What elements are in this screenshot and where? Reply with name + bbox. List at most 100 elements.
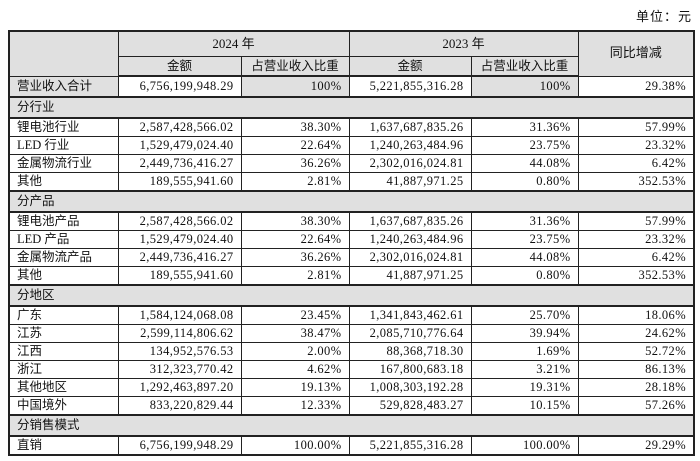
ratio-2024-cell: 22.64% [240,230,350,249]
amount-2024-cell: 189,555,941.60 [117,172,242,192]
yoy-cell: 57.26% [577,396,695,416]
unit-label: 单位：元 [635,9,692,24]
amount-2024-cell: 134,952,576.53 [117,342,242,361]
amount-2023-cell: 1,240,263,484.96 [348,136,472,155]
row-label: LED 产品 [8,230,119,249]
ratio-2023-cell: 0.80% [470,266,579,286]
amount-2024-cell: 2,449,736,416.27 [117,248,242,267]
ratio-2024-cell: 36.26% [240,248,350,267]
amount-2023-cell: 41,887,971.25 [348,266,472,286]
yoy-cell: 18.06% [577,305,695,325]
table-row: 广东 1,584,124,068.08 23.45% 1,341,843,462… [8,305,695,325]
yoy-cell: 352.53% [577,172,695,192]
revenue-breakdown-table: 2024 年 2023 年 同比增减 金额 占营业收入比重 金额 占营业收入比重… [8,30,696,456]
row-label: 直销 [8,435,119,456]
amount-2024-cell: 2,587,428,566.02 [117,117,242,137]
ratio-2023-cell: 23.75% [470,230,579,249]
ratio-2024-cell: 19.13% [240,378,350,397]
row-label: LED 行业 [8,136,119,155]
row-label: 锂电池行业 [8,117,119,137]
amount-2024-cell: 6,756,199,948.29 [117,435,242,456]
amount-2024-cell: 2,587,428,566.02 [117,211,242,231]
row-label: 锂电池产品 [8,211,119,231]
yoy-cell: 6.42% [577,154,695,173]
table-row: 锂电池行业 2,587,428,566.02 38.30% 1,637,687,… [8,117,695,137]
yoy-cell: 28.18% [577,378,695,397]
ratio-2024-cell: 2.81% [240,172,350,192]
row-label: 营业收入合计 [8,75,119,98]
ratio-2023-cell: 31.36% [470,211,579,231]
table-row: 其他地区 1,292,463,897.20 19.13% 1,008,303,1… [8,378,695,397]
amount-header-2024: 金额 [117,56,242,77]
ratio-header-2023: 占营业收入比重 [470,56,579,77]
ratio-2024-cell: 100% [240,75,350,98]
ratio-2023-cell: 10.15% [470,396,579,416]
row-label: 其他地区 [8,378,119,397]
amount-2024-cell: 6,756,199,948.29 [117,75,242,98]
table-row: 江苏 2,599,114,806.62 38.47% 2,085,710,776… [8,324,695,343]
table-row: 浙江 312,323,770.42 4.62% 167,800,683.18 3… [8,360,695,379]
ratio-2024-cell: 38.30% [240,117,350,137]
amount-2023-cell: 88,368,718.30 [348,342,472,361]
row-label: 金属物流产品 [8,248,119,267]
ratio-2024-cell: 23.45% [240,305,350,325]
year-2023-header: 2023 年 [348,30,579,57]
ratio-2024-cell: 38.47% [240,324,350,343]
amount-2023-cell: 2,302,016,024.81 [348,154,472,173]
yoy-cell: 52.72% [577,342,695,361]
yoy-cell: 23.32% [577,230,695,249]
row-label: 广东 [8,305,119,325]
corner-cell [8,30,119,77]
section-title: 分产品 [8,190,695,213]
table-row: 其他 189,555,941.60 2.81% 41,887,971.25 0.… [8,266,695,286]
section-row-product: 分产品 [8,190,695,213]
row-label: 中国境外 [8,396,119,416]
yoy-cell: 352.53% [577,266,695,286]
amount-2023-cell: 167,800,683.18 [348,360,472,379]
yoy-cell: 6.42% [577,248,695,267]
table-row: LED 行业 1,529,479,024.40 22.64% 1,240,263… [8,136,695,155]
total-revenue-row: 营业收入合计 6,756,199,948.29 100% 5,221,855,3… [8,75,695,98]
amount-2024-cell: 833,220,829.44 [117,396,242,416]
yoy-header: 同比增减 [577,30,695,77]
ratio-2024-cell: 100.00% [240,435,350,456]
amount-2023-cell: 1,637,687,835.26 [348,117,472,137]
table-row: 锂电池产品 2,587,428,566.02 38.30% 1,637,687,… [8,211,695,231]
yoy-cell: 86.13% [577,360,695,379]
section-title: 分行业 [8,96,695,119]
amount-2023-cell: 2,085,710,776.64 [348,324,472,343]
table-row: 直销 6,756,199,948.29 100.00% 5,221,855,31… [8,435,695,456]
ratio-2023-cell: 19.31% [470,378,579,397]
section-title: 分销售模式 [8,414,695,437]
amount-2024-cell: 1,529,479,024.40 [117,136,242,155]
ratio-header-2024: 占营业收入比重 [240,56,350,77]
ratio-2024-cell: 4.62% [240,360,350,379]
ratio-2023-cell: 0.80% [470,172,579,192]
row-label: 江西 [8,342,119,361]
amount-2024-cell: 1,584,124,068.08 [117,305,242,325]
amount-2023-cell: 5,221,855,316.28 [348,435,472,456]
row-label: 金属物流行业 [8,154,119,173]
header-row-years: 2024 年 2023 年 同比增减 [8,30,695,77]
ratio-2023-cell: 39.94% [470,324,579,343]
yoy-cell: 57.99% [577,117,695,137]
table-row: 金属物流行业 2,449,736,416.27 36.26% 2,302,016… [8,154,695,173]
ratio-2024-cell: 36.26% [240,154,350,173]
yoy-cell: 23.32% [577,136,695,155]
year-2024-header: 2024 年 [117,30,350,57]
amount-2024-cell: 312,323,770.42 [117,360,242,379]
ratio-2023-cell: 44.08% [470,154,579,173]
ratio-2023-cell: 3.21% [470,360,579,379]
ratio-2023-cell: 100.00% [470,435,579,456]
table-row: 江西 134,952,576.53 2.00% 88,368,718.30 1.… [8,342,695,361]
yoy-cell: 29.29% [577,435,695,456]
amount-2024-cell: 189,555,941.60 [117,266,242,286]
amount-2024-cell: 1,529,479,024.40 [117,230,242,249]
yoy-cell: 29.38% [577,75,695,98]
yoy-cell: 57.99% [577,211,695,231]
table-row: LED 产品 1,529,479,024.40 22.64% 1,240,263… [8,230,695,249]
amount-2023-cell: 1,341,843,462.61 [348,305,472,325]
table-row: 金属物流产品 2,449,736,416.27 36.26% 2,302,016… [8,248,695,267]
amount-2024-cell: 2,599,114,806.62 [117,324,242,343]
